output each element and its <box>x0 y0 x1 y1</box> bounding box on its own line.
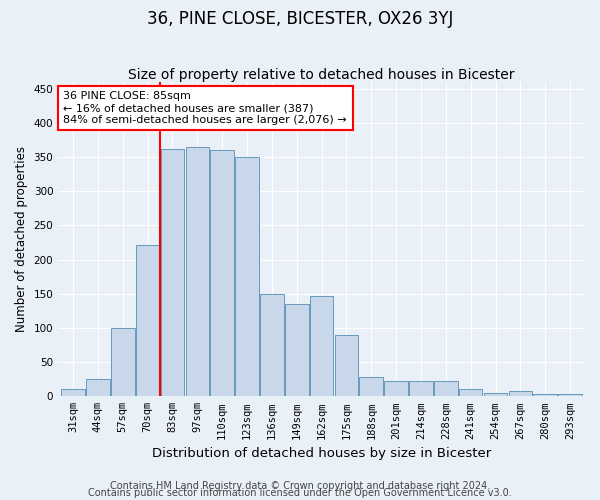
Text: Contains public sector information licensed under the Open Government Licence v3: Contains public sector information licen… <box>88 488 512 498</box>
Bar <box>285 304 308 396</box>
Bar <box>61 390 85 396</box>
Bar <box>310 296 334 396</box>
Bar <box>185 147 209 396</box>
Bar <box>136 244 160 396</box>
Bar <box>86 379 110 396</box>
Text: 36, PINE CLOSE, BICESTER, OX26 3YJ: 36, PINE CLOSE, BICESTER, OX26 3YJ <box>147 10 453 28</box>
X-axis label: Distribution of detached houses by size in Bicester: Distribution of detached houses by size … <box>152 447 491 460</box>
Bar <box>484 393 508 396</box>
Bar <box>359 377 383 396</box>
Text: Contains HM Land Registry data © Crown copyright and database right 2024.: Contains HM Land Registry data © Crown c… <box>110 481 490 491</box>
Bar <box>434 382 458 396</box>
Bar <box>409 382 433 396</box>
Bar <box>533 394 557 396</box>
Bar <box>260 294 284 396</box>
Y-axis label: Number of detached properties: Number of detached properties <box>15 146 28 332</box>
Bar <box>385 382 408 396</box>
Bar <box>558 394 582 396</box>
Bar <box>509 391 532 396</box>
Bar <box>459 390 482 396</box>
Bar <box>235 157 259 396</box>
Bar <box>111 328 134 396</box>
Text: 36 PINE CLOSE: 85sqm
← 16% of detached houses are smaller (387)
84% of semi-deta: 36 PINE CLOSE: 85sqm ← 16% of detached h… <box>64 92 347 124</box>
Bar <box>211 150 234 396</box>
Title: Size of property relative to detached houses in Bicester: Size of property relative to detached ho… <box>128 68 515 82</box>
Bar <box>161 149 184 396</box>
Bar <box>335 335 358 396</box>
